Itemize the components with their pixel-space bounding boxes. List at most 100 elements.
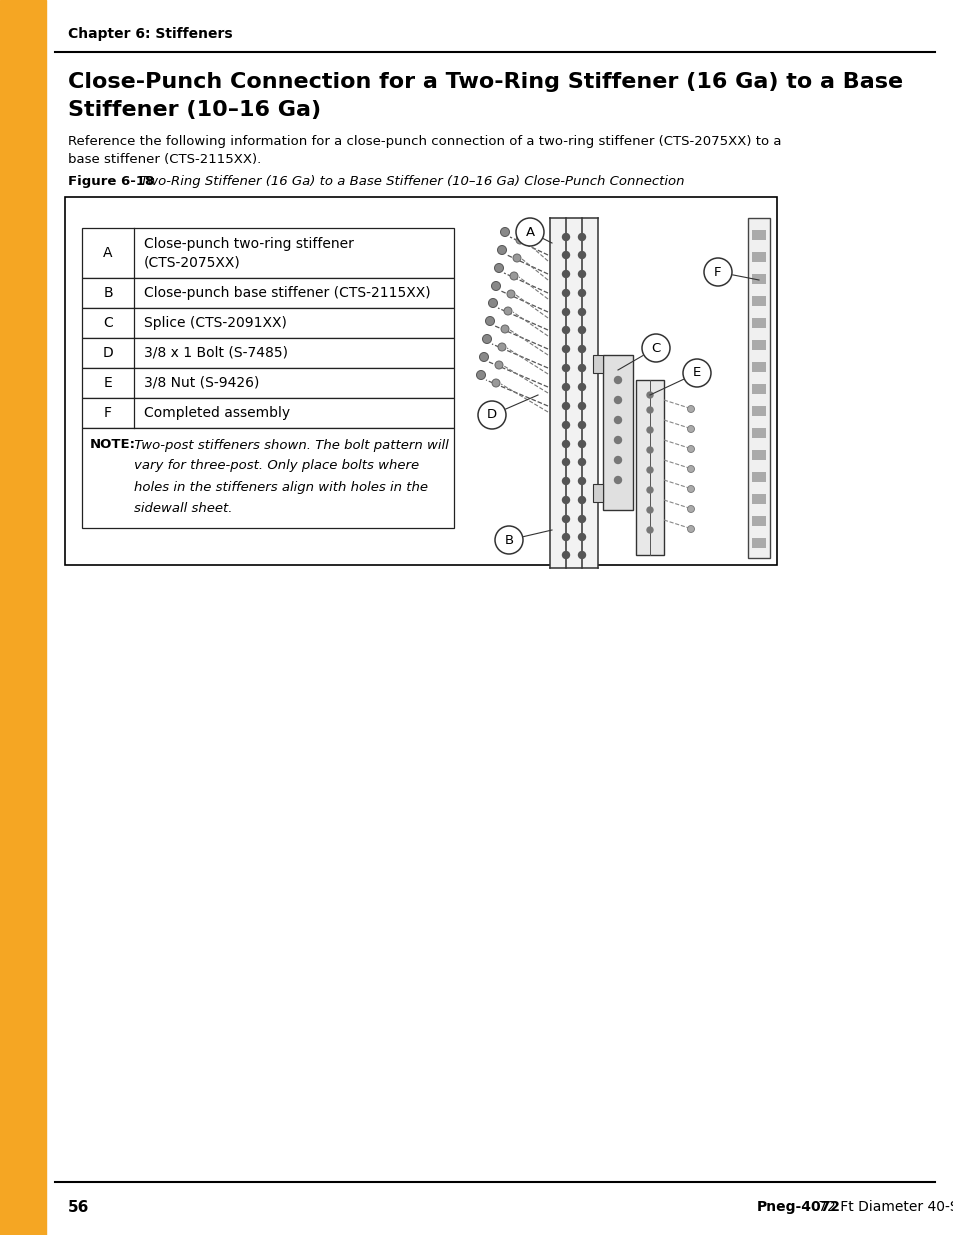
- Circle shape: [562, 289, 569, 296]
- Text: 72 Ft Diameter 40-Series Bin: 72 Ft Diameter 40-Series Bin: [813, 1200, 953, 1214]
- Bar: [82, 278, 454, 308]
- Text: Figure 6-18: Figure 6-18: [68, 174, 154, 188]
- Circle shape: [562, 252, 569, 258]
- Circle shape: [562, 515, 569, 522]
- Bar: [0, 0, 46, 1235]
- Text: Completed assembly: Completed assembly: [144, 406, 290, 420]
- Circle shape: [578, 458, 585, 466]
- Text: B: B: [504, 534, 513, 547]
- Text: F: F: [714, 266, 721, 279]
- Circle shape: [500, 325, 509, 333]
- Circle shape: [562, 270, 569, 278]
- Bar: [747, 219, 769, 558]
- Bar: [593, 484, 602, 501]
- Bar: [751, 472, 765, 482]
- Circle shape: [562, 403, 569, 410]
- Circle shape: [578, 233, 585, 241]
- Bar: [82, 228, 454, 278]
- Circle shape: [578, 346, 585, 352]
- Circle shape: [510, 272, 517, 280]
- Circle shape: [646, 391, 652, 398]
- Circle shape: [506, 290, 515, 298]
- Bar: [636, 380, 663, 555]
- Bar: [751, 406, 765, 416]
- Text: Reference the following information for a close-punch connection of a two-ring s: Reference the following information for …: [68, 136, 781, 148]
- Circle shape: [495, 361, 502, 369]
- Text: A: A: [525, 226, 534, 238]
- Circle shape: [614, 457, 620, 463]
- Circle shape: [578, 326, 585, 333]
- Bar: [65, 198, 776, 564]
- Text: B: B: [103, 287, 112, 300]
- Circle shape: [646, 447, 652, 453]
- Circle shape: [682, 359, 710, 387]
- Text: Splice (CTS-2091XX): Splice (CTS-2091XX): [144, 316, 287, 330]
- Circle shape: [646, 527, 652, 534]
- Circle shape: [641, 333, 669, 362]
- Circle shape: [476, 370, 485, 379]
- Circle shape: [562, 458, 569, 466]
- Text: E: E: [104, 375, 112, 390]
- Text: Pneg-4072: Pneg-4072: [757, 1200, 841, 1214]
- Bar: [82, 429, 454, 529]
- Bar: [751, 296, 765, 306]
- Text: D: D: [103, 346, 113, 359]
- Circle shape: [646, 427, 652, 433]
- Circle shape: [488, 299, 497, 308]
- Circle shape: [578, 384, 585, 390]
- Circle shape: [578, 403, 585, 410]
- Text: C: C: [651, 342, 659, 354]
- Circle shape: [687, 446, 694, 452]
- Text: Close-punch base stiffener (CTS-2115XX): Close-punch base stiffener (CTS-2115XX): [144, 287, 430, 300]
- Bar: [82, 398, 454, 429]
- Text: Two-post stiffeners shown. The bolt pattern will: Two-post stiffeners shown. The bolt patt…: [130, 438, 448, 452]
- Text: Two-Ring Stiffener (16 Ga) to a Base Stiffener (10–16 Ga) Close-Punch Connection: Two-Ring Stiffener (16 Ga) to a Base Sti…: [136, 174, 684, 188]
- Circle shape: [646, 508, 652, 513]
- Circle shape: [479, 352, 488, 362]
- Text: NOTE:: NOTE:: [90, 438, 136, 452]
- Text: (CTS-2075XX): (CTS-2075XX): [144, 254, 240, 269]
- Circle shape: [614, 416, 620, 424]
- Circle shape: [562, 441, 569, 447]
- Bar: [82, 338, 454, 368]
- Circle shape: [562, 478, 569, 484]
- Bar: [751, 384, 765, 394]
- Text: 3/8 x 1 Bolt (S-7485): 3/8 x 1 Bolt (S-7485): [144, 346, 288, 359]
- Circle shape: [485, 316, 494, 326]
- Circle shape: [562, 233, 569, 241]
- Bar: [751, 317, 765, 329]
- Text: vary for three-post. Only place bolts where: vary for three-post. Only place bolts wh…: [133, 459, 418, 473]
- Bar: [751, 230, 765, 240]
- Circle shape: [614, 477, 620, 483]
- Circle shape: [578, 270, 585, 278]
- Circle shape: [492, 379, 499, 387]
- Circle shape: [578, 534, 585, 541]
- Circle shape: [497, 246, 506, 254]
- Circle shape: [494, 263, 503, 273]
- Circle shape: [578, 289, 585, 296]
- Circle shape: [578, 515, 585, 522]
- Text: D: D: [486, 409, 497, 421]
- Circle shape: [703, 258, 731, 287]
- Text: Close-punch two-ring stiffener: Close-punch two-ring stiffener: [144, 237, 354, 251]
- Text: Close-Punch Connection for a Two-Ring Stiffener (16 Ga) to a Base: Close-Punch Connection for a Two-Ring St…: [68, 72, 902, 91]
- Bar: [82, 368, 454, 398]
- Text: holes in the stiffeners align with holes in the: holes in the stiffeners align with holes…: [133, 480, 428, 494]
- Circle shape: [646, 487, 652, 493]
- Bar: [751, 538, 765, 548]
- Circle shape: [491, 282, 500, 290]
- Bar: [550, 219, 598, 568]
- Bar: [602, 354, 633, 510]
- Circle shape: [687, 505, 694, 513]
- Text: Stiffener (10–16 Ga): Stiffener (10–16 Ga): [68, 100, 321, 120]
- Text: E: E: [692, 367, 700, 379]
- Circle shape: [497, 343, 505, 351]
- Text: sidewall sheet.: sidewall sheet.: [133, 501, 233, 515]
- Circle shape: [687, 426, 694, 432]
- Text: Chapter 6: Stiffeners: Chapter 6: Stiffeners: [68, 27, 233, 41]
- Text: F: F: [104, 406, 112, 420]
- Bar: [751, 450, 765, 459]
- Circle shape: [578, 252, 585, 258]
- Circle shape: [614, 396, 620, 404]
- Circle shape: [646, 408, 652, 412]
